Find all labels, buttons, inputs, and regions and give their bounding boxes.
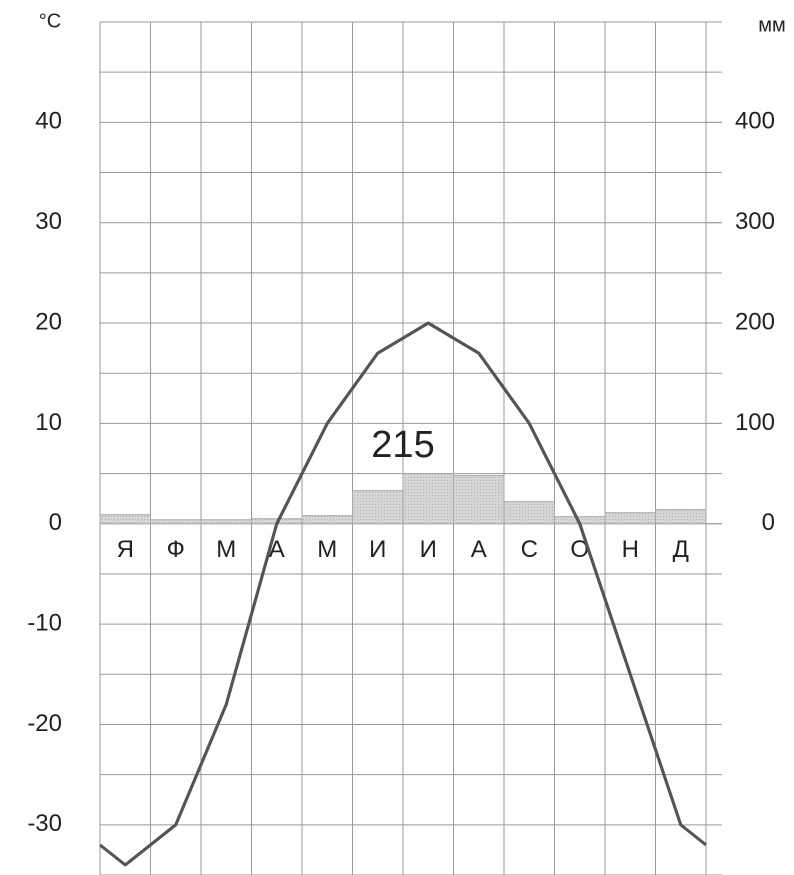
precipitation-bar: [503, 501, 555, 525]
y2-tick-label: 300: [735, 208, 775, 235]
y-tick-label: -10: [27, 609, 62, 636]
precipitation-bar: [655, 509, 707, 525]
y2-axis-label: мм: [758, 14, 786, 36]
y-tick-label: -20: [27, 710, 62, 737]
month-label: И: [420, 536, 437, 563]
precipitation-bar: [604, 512, 656, 525]
y2-tick-label: 400: [735, 108, 775, 135]
precipitation-bar: [99, 514, 151, 525]
y-tick-label: 0: [49, 509, 62, 536]
month-label: М: [216, 536, 236, 563]
precipitation-bar: [150, 519, 202, 525]
precipitation-bar: [301, 515, 353, 525]
month-label: Ф: [167, 536, 185, 563]
month-label: И: [369, 536, 386, 563]
month-label: Д: [673, 536, 689, 563]
month-label: А: [471, 536, 487, 563]
month-label: Н: [622, 536, 639, 563]
precipitation-total: 215: [371, 424, 434, 466]
month-label: М: [317, 536, 337, 563]
y-tick-label: 30: [35, 208, 62, 235]
y2-tick-label: 200: [735, 308, 775, 335]
month-label: О: [570, 536, 589, 563]
precipitation-bar: [402, 473, 454, 525]
y-tick-label: -30: [27, 810, 62, 837]
month-label: Я: [117, 536, 134, 563]
y-tick-label: 10: [35, 409, 62, 436]
y-tick-label: 20: [35, 308, 62, 335]
temperature-line: [124, 321, 683, 867]
precipitation-bar: [352, 490, 404, 525]
precipitation-bar: [453, 475, 505, 525]
y2-tick-label: 100: [735, 409, 775, 436]
month-label: С: [521, 536, 538, 563]
y-tick-label: 40: [35, 108, 62, 135]
precipitation-bar: [200, 519, 252, 525]
y2-tick-label: 0: [762, 509, 775, 536]
y-axis-label: °C: [39, 10, 61, 32]
